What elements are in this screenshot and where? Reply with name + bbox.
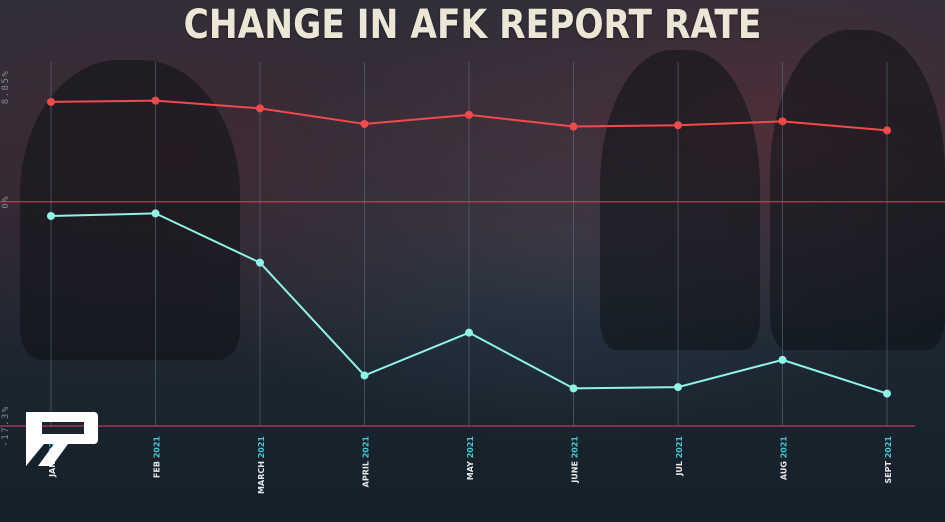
x-tick-year: 2021 bbox=[884, 436, 893, 459]
x-tick-year: 2021 bbox=[466, 436, 475, 459]
x-tick-year: 2021 bbox=[362, 436, 371, 459]
data-point bbox=[47, 211, 55, 220]
data-point bbox=[360, 371, 369, 380]
x-tick-label: MAY 2021 bbox=[466, 436, 475, 481]
x-tick-label: FEB 2021 bbox=[153, 436, 162, 479]
x-tick-label: APRIL 2021 bbox=[362, 436, 371, 488]
x-tick-year: 2021 bbox=[675, 436, 684, 459]
x-tick-label: MARCH 2021 bbox=[257, 436, 266, 494]
data-point bbox=[360, 119, 369, 128]
data-point bbox=[778, 355, 787, 364]
x-tick-year: 2021 bbox=[571, 436, 580, 459]
x-tick-label: JUL 2021 bbox=[675, 436, 684, 477]
data-point bbox=[151, 96, 160, 105]
axis-lines bbox=[0, 201, 945, 427]
x-tick-month: MAY bbox=[466, 458, 475, 480]
y-tick-label: 8.85% bbox=[1, 70, 11, 105]
data-point bbox=[674, 383, 682, 392]
x-tick-label: JUNE 2021 bbox=[571, 436, 580, 484]
data-point bbox=[883, 389, 891, 398]
data-point bbox=[674, 121, 682, 130]
x-tick-month: FEB bbox=[153, 458, 162, 478]
x-tick-month: APRIL bbox=[362, 458, 371, 487]
y-tick-label: -17.3% bbox=[1, 405, 11, 447]
x-tick-month: JAN bbox=[48, 458, 57, 478]
x-tick-year: 2021 bbox=[257, 436, 266, 459]
data-point bbox=[778, 117, 787, 126]
data-point bbox=[151, 209, 160, 218]
x-tick-month: MARCH bbox=[257, 458, 266, 494]
data-point bbox=[883, 126, 891, 135]
data-point bbox=[465, 110, 473, 119]
y-tick-labels: 8.85% 0% -17.3% bbox=[1, 70, 11, 447]
x-tick-year: 2021 bbox=[153, 436, 162, 459]
data-point bbox=[256, 258, 264, 267]
p-logo-icon bbox=[26, 412, 98, 466]
data-point bbox=[569, 122, 578, 131]
x-tick-year: 2021 bbox=[780, 436, 789, 459]
x-tick-month: AUG bbox=[780, 458, 789, 480]
series-group bbox=[47, 96, 891, 398]
data-point bbox=[256, 104, 264, 113]
data-point bbox=[47, 97, 55, 106]
data-point bbox=[465, 328, 473, 337]
x-tick-label: AUG 2021 bbox=[780, 436, 789, 480]
y-tick-label: 0% bbox=[1, 195, 11, 209]
x-tick-month: SEPT bbox=[884, 458, 893, 483]
x-tick-month: JUL bbox=[675, 458, 684, 476]
x-tick-month: JUNE bbox=[571, 458, 580, 483]
data-point bbox=[569, 384, 578, 393]
character-silhouette-left bbox=[20, 60, 240, 360]
chart-title: CHANGE IN AFK REPORT RATE bbox=[183, 2, 762, 48]
character-silhouette-right bbox=[770, 30, 945, 350]
x-tick-label: SEPT 2021 bbox=[884, 436, 893, 484]
character-silhouette-center bbox=[600, 50, 760, 350]
